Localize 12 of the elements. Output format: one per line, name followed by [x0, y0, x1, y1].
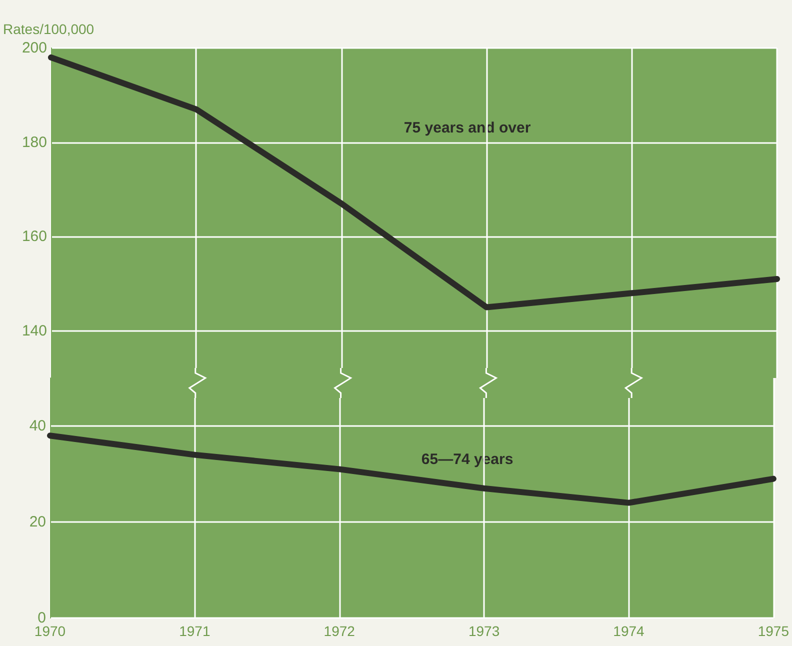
- y-tick-label: 20: [29, 514, 46, 530]
- x-tick-label: 1971: [179, 623, 210, 639]
- x-tick-label: 1973: [468, 623, 500, 639]
- x-tick-label: 1974: [613, 623, 645, 639]
- x-tick-label: 1975: [758, 623, 790, 639]
- y-tick-label: 200: [22, 40, 47, 56]
- y-tick-label: 140: [22, 322, 47, 340]
- x-tick-label: 1972: [324, 623, 356, 639]
- y-tick-label: 40: [29, 418, 46, 434]
- y-tick-label: 160: [22, 228, 47, 246]
- y-tick-label: 180: [22, 134, 47, 151]
- y-axis-title: Rates/100,000: [3, 21, 94, 37]
